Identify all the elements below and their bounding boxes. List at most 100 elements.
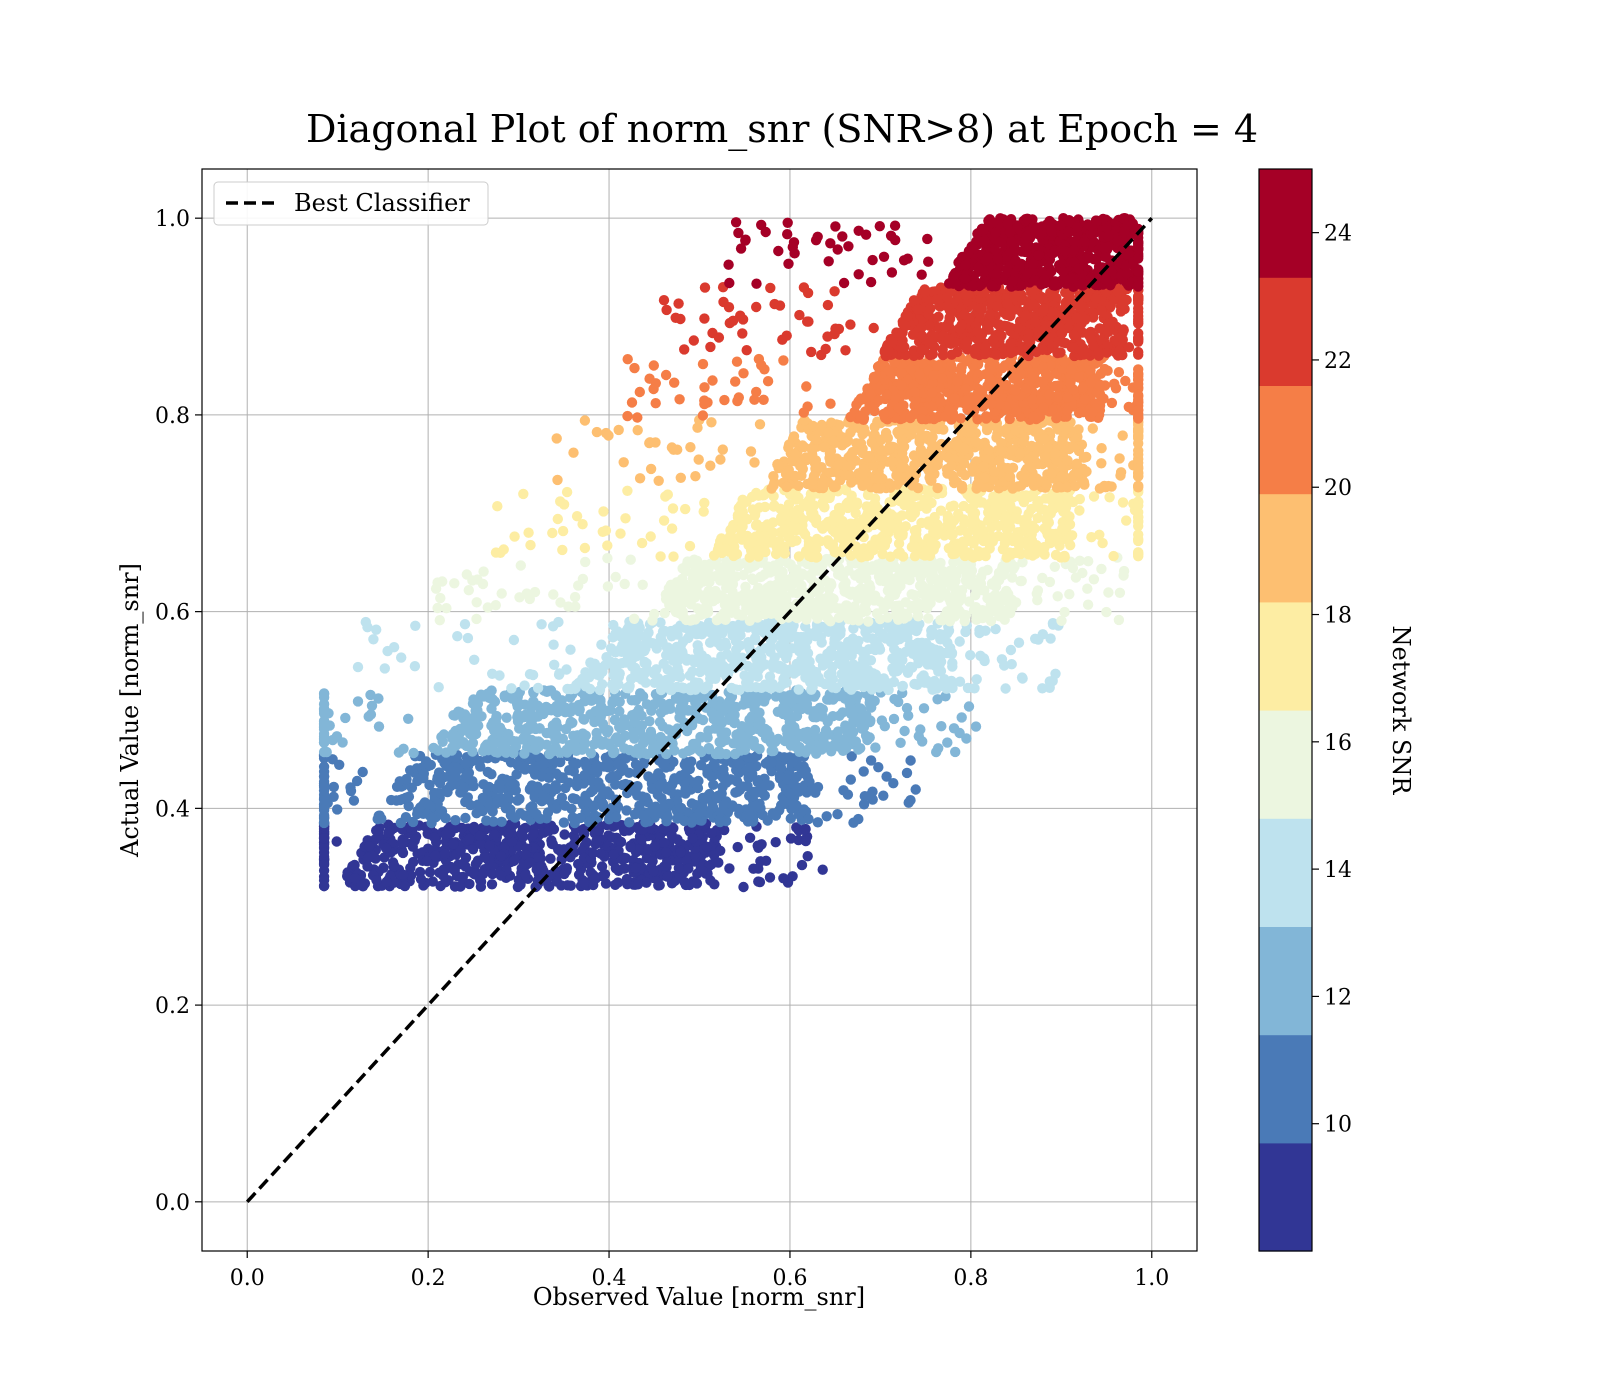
scatter-point (520, 869, 531, 881)
scatter-point (565, 716, 577, 728)
scatter-point (871, 483, 882, 494)
scatter-point (737, 781, 749, 792)
scatter-point (996, 446, 1007, 457)
scatter-point (690, 579, 702, 591)
scatter-point (435, 788, 446, 799)
scatter-point (597, 798, 609, 809)
scatter-point (748, 574, 759, 586)
scatter-point (841, 667, 852, 678)
scatter-point (569, 591, 581, 603)
scatter-point (1044, 676, 1056, 687)
scatter-point (447, 729, 458, 740)
scatter-point (686, 614, 698, 626)
scatter-point (895, 737, 906, 748)
scatter-point (785, 833, 797, 844)
scatter-point (1133, 520, 1144, 532)
scatter-point (959, 458, 970, 469)
scatter-point (996, 437, 1007, 449)
scatter-point (750, 520, 762, 531)
scatter-point (850, 736, 861, 747)
point-band-3 (352, 616, 1064, 696)
scatter-point (596, 639, 607, 650)
scatter-point (844, 530, 856, 542)
scatter-point (481, 815, 492, 826)
scatter-point (690, 684, 701, 695)
scatter-point (855, 583, 867, 594)
scatter-point (525, 539, 536, 551)
scatter-point (731, 738, 742, 749)
scatter-point (1032, 497, 1043, 508)
scatter-point (381, 876, 392, 888)
scatter-point (975, 571, 987, 583)
scatter-point (476, 711, 487, 722)
scatter-point (798, 804, 810, 815)
scatter-point (713, 857, 724, 868)
scatter-point (962, 527, 973, 539)
scatter-point (1027, 489, 1039, 500)
scatter-point (748, 752, 759, 764)
scatter-point (793, 684, 804, 695)
scatter-point (791, 771, 802, 783)
scatter-point (607, 679, 618, 690)
scatter-point (584, 816, 595, 828)
scatter-point (399, 880, 411, 892)
scatter-point (449, 578, 460, 589)
scatter-point (318, 847, 330, 858)
scatter-point (579, 770, 590, 781)
scatter-point (636, 834, 647, 845)
scatter-point (784, 728, 795, 739)
scatter-point (629, 695, 640, 706)
scatter-point (1103, 587, 1114, 598)
scatter-point (465, 799, 476, 811)
scatter-point (468, 780, 479, 792)
scatter-point (727, 630, 738, 641)
scatter-point (607, 770, 618, 782)
scatter-point (1026, 462, 1037, 473)
scatter-point (648, 866, 659, 877)
scatter-point (812, 817, 823, 828)
scatter-point (937, 632, 948, 643)
scatter-point (988, 474, 999, 485)
scatter-point (1042, 442, 1054, 454)
scatter-point (555, 704, 566, 715)
scatter-point (549, 659, 560, 670)
scatter-point (371, 875, 382, 886)
scatter-point (910, 784, 921, 795)
scatter-point (826, 746, 837, 757)
scatter-point (376, 813, 387, 824)
scatter-point (753, 490, 764, 501)
scatter-point (647, 803, 658, 815)
scatter-point (561, 664, 572, 675)
scatter-point (662, 871, 673, 882)
scatter-point (833, 532, 844, 543)
scatter-point (1045, 633, 1056, 644)
scatter-point (971, 584, 982, 595)
scatter-point (1108, 550, 1119, 562)
scatter-point (677, 636, 689, 647)
scatter-point (799, 529, 811, 540)
scatter-point (629, 809, 641, 820)
scatter-point (518, 488, 529, 500)
scatter-point (351, 775, 363, 787)
scatter-point (765, 635, 777, 646)
scatter-point (1013, 637, 1025, 648)
scatter-point (1026, 535, 1038, 546)
scatter-point (744, 809, 755, 821)
scatter-point (622, 879, 633, 890)
scatter-point (958, 500, 969, 512)
scatter-point (956, 483, 968, 494)
scatter-point (967, 462, 978, 473)
scatter-point (429, 832, 440, 843)
scatter-point (1014, 449, 1025, 460)
scatter-point (982, 421, 993, 433)
scatter-point (932, 574, 943, 585)
scatter-point (785, 813, 796, 824)
scatter-point (318, 833, 330, 844)
scatter-point (559, 800, 571, 811)
scatter-point (811, 748, 822, 759)
scatter-point (454, 881, 465, 892)
scatter-point (768, 662, 779, 673)
scatter-point (884, 443, 895, 454)
scatter-point (506, 693, 518, 704)
